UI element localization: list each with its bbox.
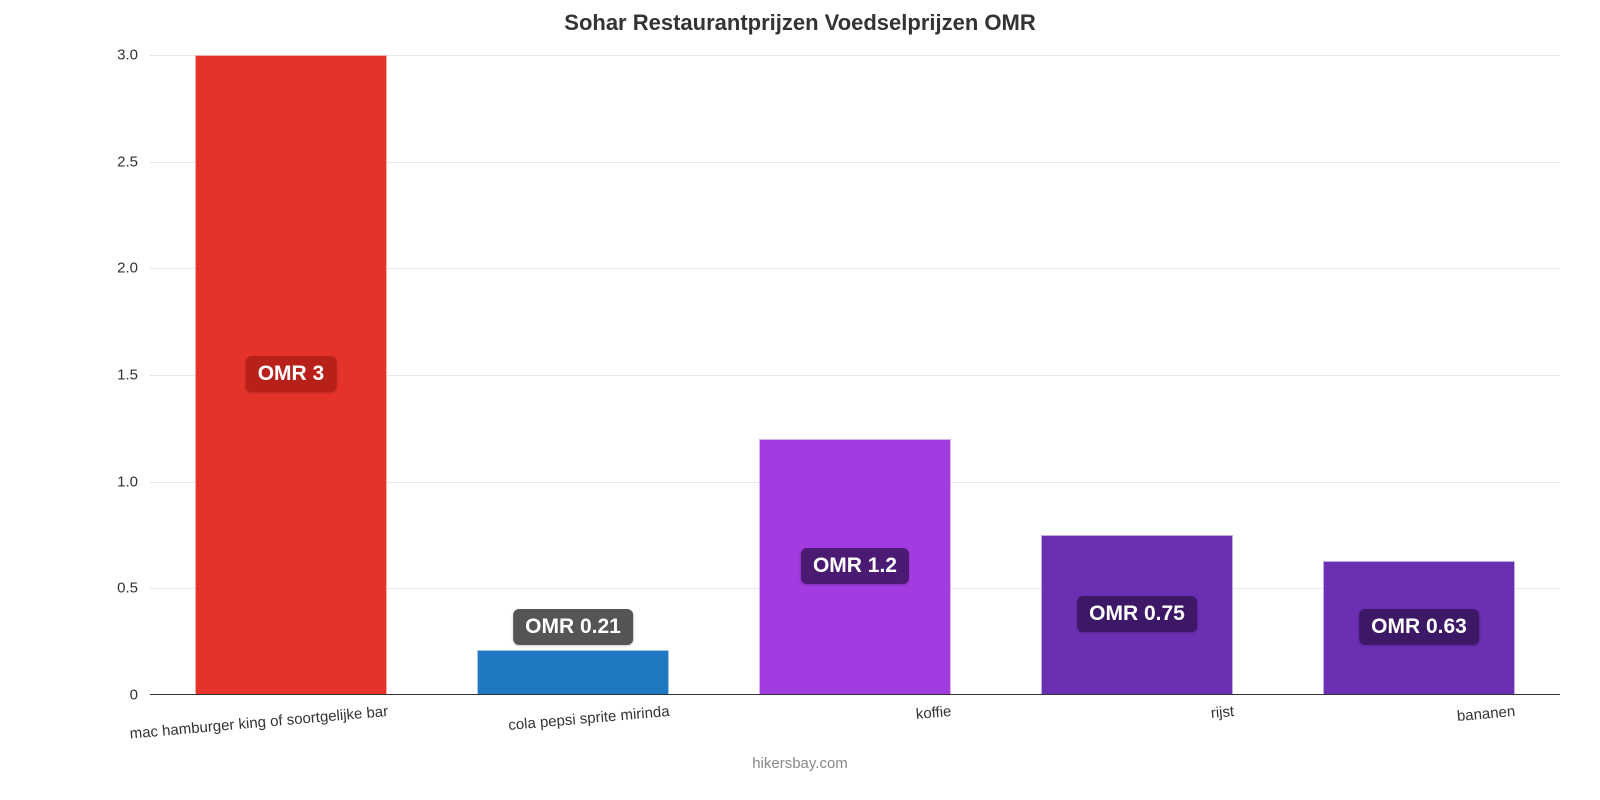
y-tick-label: 1.0 [117,473,150,490]
x-tick-label: bananen [1457,703,1517,725]
bar-value-label: OMR 0.63 [1359,609,1479,645]
y-tick-label: 0.5 [117,580,150,597]
plot-area: OMR 3OMR 0.21OMR 1.2OMR 0.75OMR 0.63 mac… [150,55,1560,695]
y-tick-label: 1.5 [117,367,150,384]
y-tick-label: 2.5 [117,153,150,170]
bar-value-label: OMR 0.75 [1077,596,1197,632]
x-tick-label: cola pepsi sprite mirinda [508,703,671,734]
bar-value-label: OMR 0.21 [513,609,633,645]
x-tick-label: koffie [915,703,952,723]
bars-layer: OMR 3 OMR 0.21 OMR 1.2 OMR 0.75 OMR 0.63 [150,55,1560,695]
bar: OMR 3 [195,55,387,695]
x-tick-label: mac hamburger king of soortgelijke bar [129,703,389,743]
y-tick-label: 2.0 [117,260,150,277]
price-bar-chart: Sohar Restaurantprijzen Voedselprijzen O… [0,0,1600,800]
x-axis-line [150,694,1560,695]
x-tick-label: rijst [1210,703,1235,722]
bar: OMR 0.63 [1323,561,1515,695]
bar-value-label: OMR 3 [246,356,337,392]
chart-title: Sohar Restaurantprijzen Voedselprijzen O… [0,10,1600,36]
y-tick-label: 0 [130,687,150,704]
bar: OMR 0.75 [1041,535,1233,695]
bar: OMR 1.2 [759,439,951,695]
source-attribution: hikersbay.com [0,755,1600,772]
bar-value-label: OMR 1.2 [801,548,909,584]
y-tick-label: 3.0 [117,47,150,64]
bar: OMR 0.21 [477,650,669,695]
